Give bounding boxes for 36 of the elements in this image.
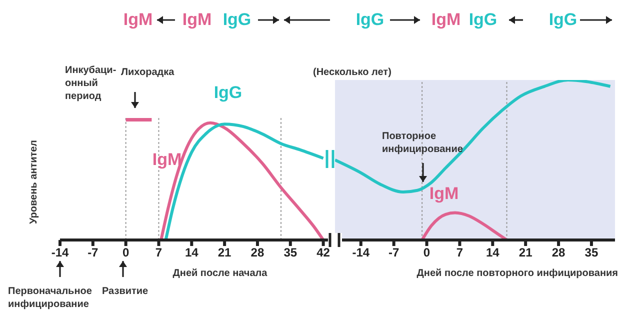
x-tick-label: 28 <box>250 246 264 260</box>
x-tick-label: 28 <box>552 246 566 260</box>
x-tick-label: 35 <box>284 246 298 260</box>
x-axis-title: Дней после начала <box>172 268 268 279</box>
annotation: Повторное инфицирование <box>382 130 464 156</box>
x-tick-label: 7 <box>155 246 162 260</box>
x-tick-label: 14 <box>184 246 199 260</box>
x-tick-label: 7 <box>456 246 464 260</box>
text: Лихорадка <box>121 66 174 79</box>
x-tick-label: 42 <box>316 246 330 260</box>
text: IgM <box>123 10 153 30</box>
series-label: IgM <box>152 150 182 170</box>
text: IgG <box>222 10 252 30</box>
text: IgG <box>468 10 498 30</box>
text: (Несколько лет) <box>313 66 392 79</box>
x-tick-label: -7 <box>88 246 99 260</box>
x-tick-label: 0 <box>423 246 430 260</box>
text: IgG <box>548 10 578 30</box>
y-axis-title: Уровень антител <box>28 140 40 224</box>
text: IgM <box>431 10 461 30</box>
x-tick-label: -14 <box>352 246 370 260</box>
x-tick-label: 21 <box>218 246 232 260</box>
x-axis-title: Дней после повторного инфицирования <box>416 268 618 279</box>
x-tick-label: 0 <box>122 246 130 260</box>
series-label: IgG <box>214 83 242 103</box>
x-tick-label: 35 <box>584 246 598 260</box>
text: Первоначальное инфицирование <box>8 286 92 310</box>
text: IgM <box>182 10 212 30</box>
x-tick-label: 14 <box>486 246 500 260</box>
text: Инкубаци-онный период <box>65 65 116 102</box>
x-tick-label: 21 <box>518 246 533 260</box>
x-tick-label: -14 <box>51 246 69 260</box>
series-label: IgM <box>429 184 459 204</box>
text: Развитие <box>102 285 148 298</box>
text: IgG <box>356 10 384 30</box>
x-tick-label: -7 <box>388 246 400 260</box>
